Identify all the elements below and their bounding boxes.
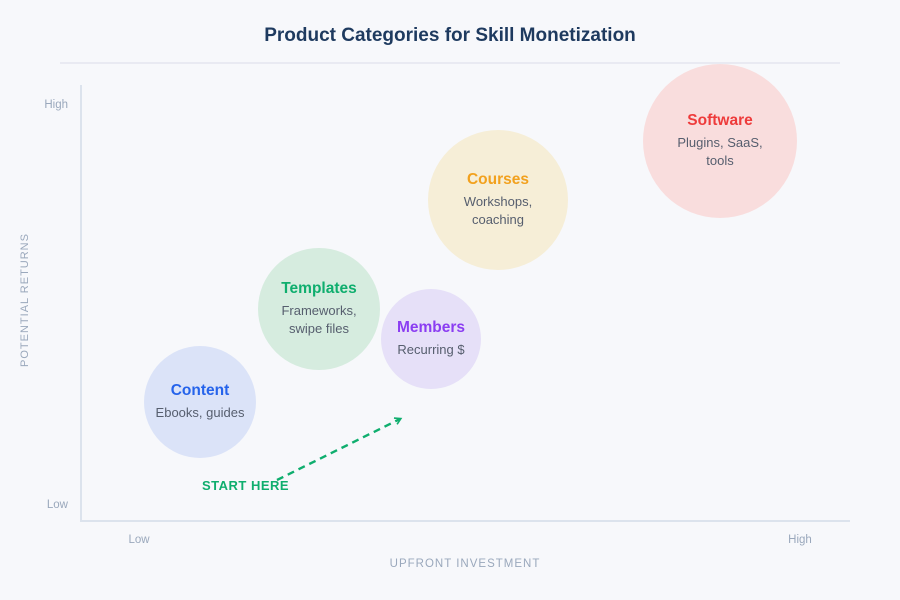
start-here-label: START HERE: [202, 478, 290, 493]
bubble-sublabel: Plugins, SaaS, tools: [677, 135, 763, 168]
x-axis-title: UPFRONT INVESTMENT: [389, 558, 541, 570]
bubble-sublabel: Workshops, coaching: [463, 194, 533, 227]
bubble-sublabel: Recurring $: [397, 342, 465, 358]
bubble-courses: Courses Workshops, coaching: [428, 130, 568, 270]
bubble-label: Members: [396, 319, 466, 337]
y-axis-high-tick-label: High: [44, 99, 68, 111]
y-axis-low-tick-label: Low: [46, 499, 68, 511]
bubble-members: Members Recurring $: [381, 289, 481, 389]
chart-title: Product Categories for Skill Monetizatio…: [264, 25, 636, 46]
bubble-sublabel: Ebooks, guides: [155, 405, 245, 421]
bubble-templates: Templates Frameworks, swipe files: [258, 248, 380, 370]
x-axis-line: [80, 520, 850, 522]
bubble-software: Software Plugins, SaaS, tools: [643, 64, 797, 218]
bubble-label: Software: [687, 112, 753, 130]
bubble-label: Content: [170, 382, 230, 400]
bubble-label: Templates: [281, 280, 357, 298]
x-axis-low-tick-label: Low: [128, 534, 150, 546]
bubble-sublabel: Frameworks, swipe files: [281, 303, 357, 336]
bubble-content: Content Ebooks, guides: [144, 346, 256, 458]
title-divider: [60, 62, 840, 64]
bubble-label: Courses: [466, 171, 530, 189]
x-axis-high-tick-label: High: [788, 534, 812, 546]
y-axis-line: [80, 85, 82, 521]
